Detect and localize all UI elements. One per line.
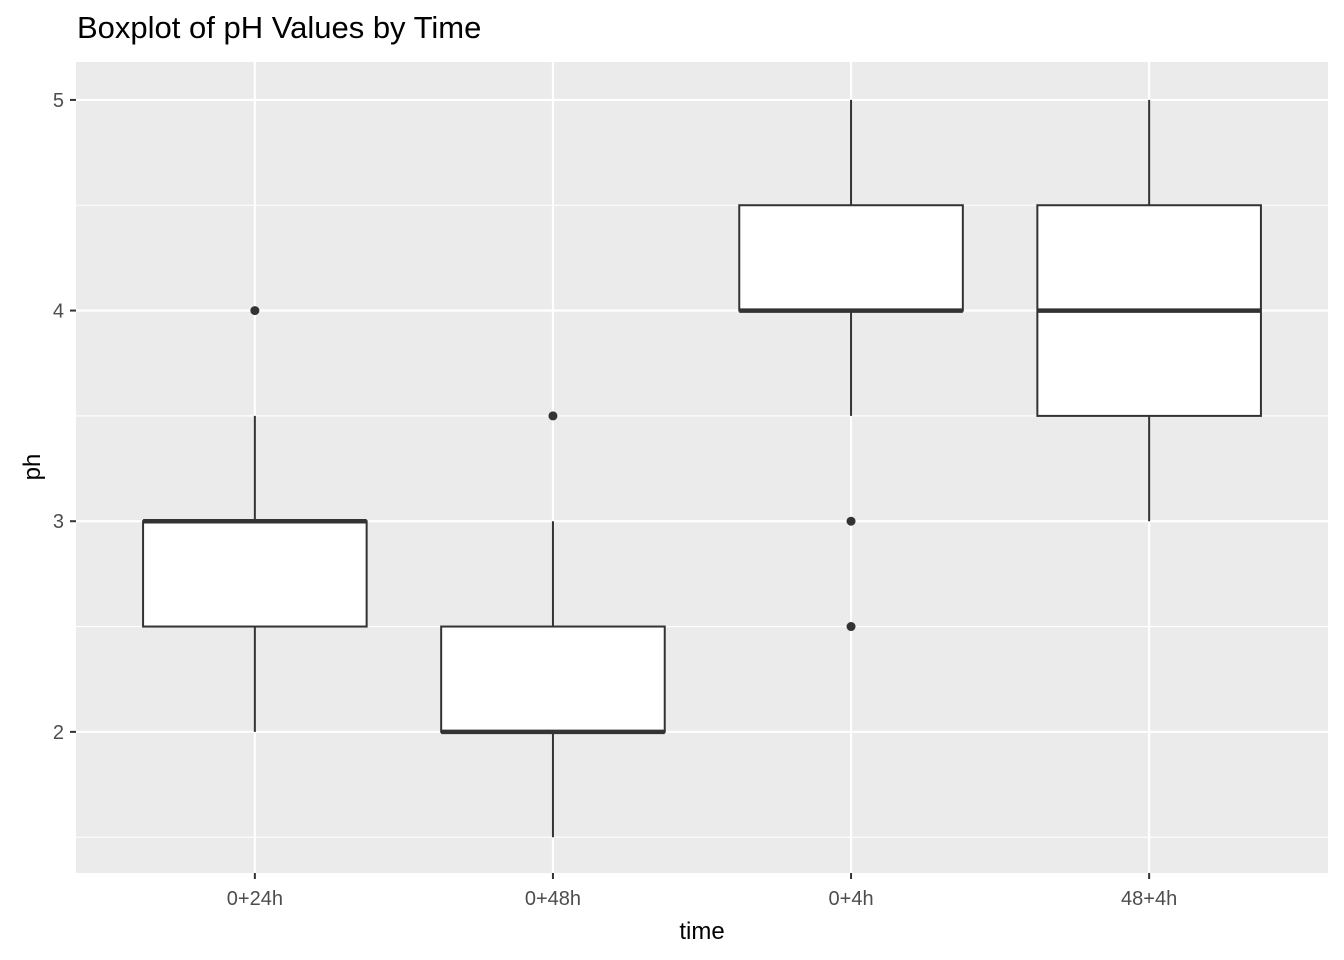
plot-panel bbox=[76, 62, 1328, 873]
x-axis: 0+24h 0+48h 0+4h 48+4h bbox=[227, 873, 1177, 910]
box-body bbox=[142, 520, 368, 628]
box-48+4h bbox=[1036, 99, 1262, 522]
y-tick-label: 3 bbox=[53, 511, 64, 533]
x-tick-label: 48+4h bbox=[1121, 888, 1177, 910]
y-axis-title: ph bbox=[19, 454, 46, 481]
chart-title: Boxplot of pH Values by Time bbox=[77, 10, 482, 45]
outlier-point bbox=[250, 306, 260, 316]
y-axis: 2 3 4 5 bbox=[53, 90, 76, 744]
box-body bbox=[738, 204, 964, 312]
y-tick-label: 5 bbox=[53, 90, 64, 112]
x-tick-label: 0+48h bbox=[525, 888, 581, 910]
box-0+24h bbox=[142, 306, 368, 732]
outlier-point bbox=[846, 516, 856, 526]
x-tick-label: 0+24h bbox=[227, 888, 283, 910]
y-tick-label: 2 bbox=[53, 722, 64, 744]
outlier-point bbox=[548, 411, 558, 421]
box-body bbox=[440, 625, 666, 733]
boxes-layer bbox=[142, 99, 1262, 838]
x-tick-label: 0+4h bbox=[829, 888, 874, 910]
y-tick-label: 4 bbox=[53, 301, 64, 323]
x-axis-title: time bbox=[679, 918, 724, 945]
box-0+4h bbox=[738, 99, 964, 632]
box-0+48h bbox=[440, 411, 666, 838]
outlier-point bbox=[846, 622, 856, 632]
